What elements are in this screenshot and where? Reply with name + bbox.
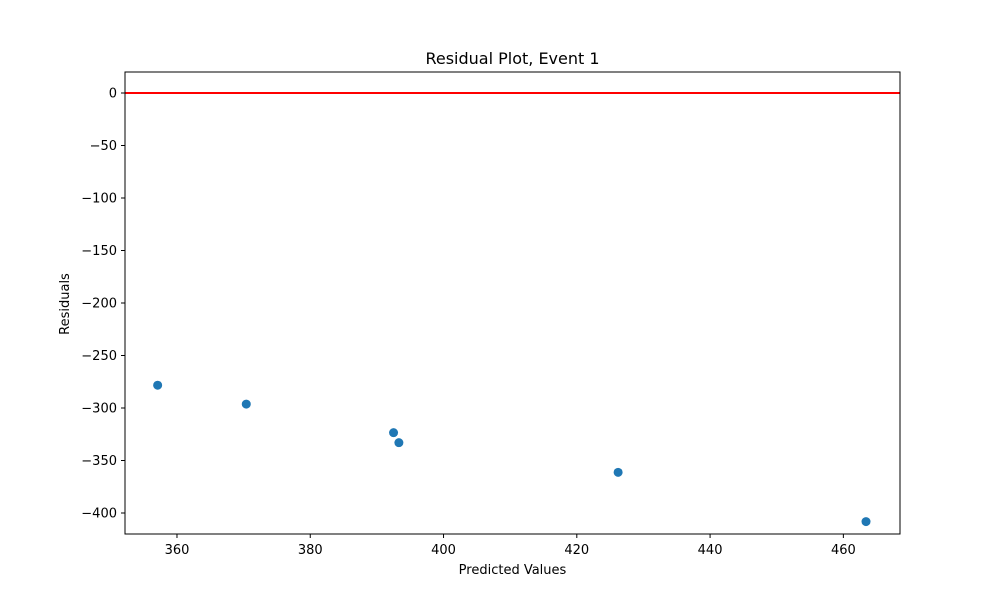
data-point-5 bbox=[613, 467, 623, 477]
y-tick-label-0: 0 bbox=[109, 87, 117, 102]
x-axis: 360 380 400 420 440 460 bbox=[165, 534, 856, 558]
data-point-6 bbox=[861, 517, 871, 527]
x-axis-title: Predicted Values bbox=[459, 563, 567, 578]
y-tick-label--400: −400 bbox=[81, 507, 117, 522]
x-tick-label-380: 380 bbox=[298, 543, 323, 558]
data-point-3 bbox=[389, 428, 399, 438]
chart-title: Residual Plot, Event 1 bbox=[425, 49, 599, 68]
x-tick-label-440: 440 bbox=[698, 543, 723, 558]
y-tick-label--150: −150 bbox=[81, 244, 117, 259]
y-tick-label--100: −100 bbox=[81, 192, 117, 207]
y-tick-label--200: −200 bbox=[81, 297, 117, 312]
data-point-1 bbox=[153, 380, 163, 390]
y-axis-title: Residuals bbox=[58, 273, 73, 335]
x-tick-label-420: 420 bbox=[564, 543, 589, 558]
x-tick-label-460: 460 bbox=[831, 543, 856, 558]
y-tick-label--250: −250 bbox=[81, 349, 117, 364]
x-tick-label-360: 360 bbox=[165, 543, 190, 558]
y-tick-label--350: −350 bbox=[81, 454, 117, 469]
y-tick-label--50: −50 bbox=[90, 139, 117, 154]
data-point-2 bbox=[241, 399, 251, 409]
y-tick-label--300: −300 bbox=[81, 402, 117, 417]
y-axis: 0 −50 −100 −150 −200 −250 −300 −350 −400 bbox=[81, 87, 125, 522]
x-tick-label-400: 400 bbox=[431, 543, 456, 558]
data-point-4 bbox=[394, 438, 404, 448]
